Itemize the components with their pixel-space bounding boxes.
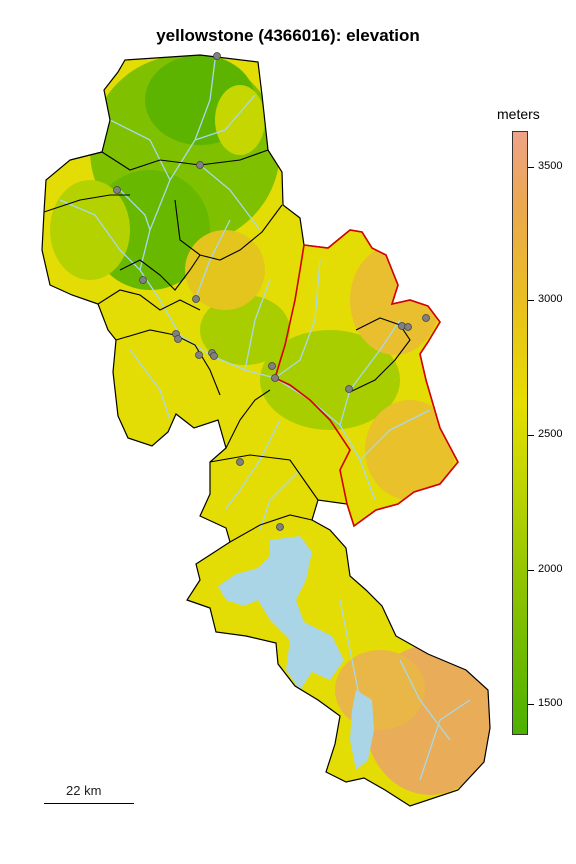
map-title: yellowstone (4366016): elevation bbox=[156, 26, 420, 45]
subbasin-boundaries bbox=[43, 149, 411, 543]
colorbar-tick-label: 3500 bbox=[538, 160, 563, 172]
scale-bar-label: 22 km bbox=[66, 783, 102, 798]
colorbar-tick bbox=[528, 570, 534, 571]
colorbar-tick-label: 2000 bbox=[538, 563, 563, 575]
colorbar-tick-label: 1500 bbox=[538, 697, 563, 709]
colorbar-tick bbox=[528, 300, 534, 301]
colorbar-tick bbox=[528, 704, 534, 705]
lake bbox=[218, 536, 374, 770]
elevation-raster bbox=[42, 55, 490, 806]
colorbar-tick bbox=[528, 167, 534, 168]
scale-bar bbox=[44, 803, 134, 804]
elevation-colorbar bbox=[512, 131, 528, 735]
stream-network bbox=[59, 59, 471, 781]
highlighted-subbasin bbox=[274, 229, 459, 528]
gauge-points bbox=[113, 52, 430, 531]
legend-title: meters bbox=[497, 106, 540, 122]
colorbar-tick-label: 2500 bbox=[538, 428, 563, 440]
colorbar-tick-label: 3000 bbox=[538, 293, 563, 305]
colorbar-tick bbox=[528, 435, 534, 436]
